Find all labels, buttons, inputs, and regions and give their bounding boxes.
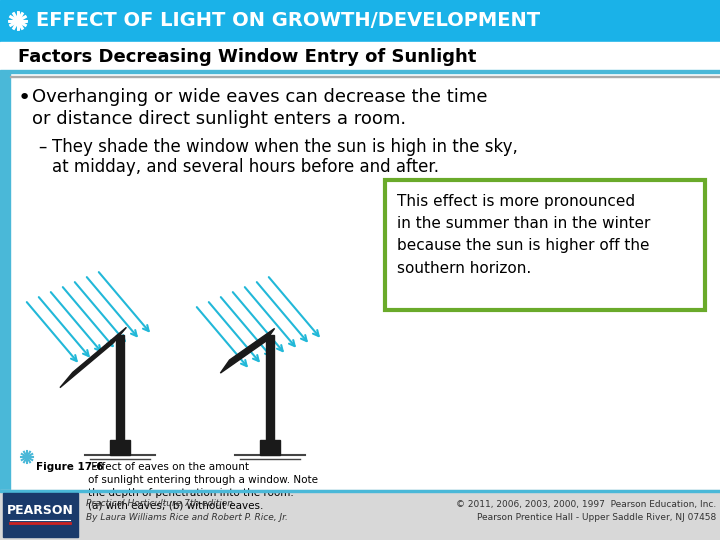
Bar <box>116 335 124 440</box>
Text: or distance direct sunlight enters a room.: or distance direct sunlight enters a roo… <box>32 110 406 128</box>
Text: at midday, and several hours before and after.: at midday, and several hours before and … <box>52 158 439 176</box>
Text: Pearson Prentice Hall - Upper Saddle River, NJ 07458: Pearson Prentice Hall - Upper Saddle Riv… <box>477 514 716 523</box>
Bar <box>10 76 720 77</box>
Text: © 2011, 2006, 2003, 2000, 1997  Pearson Education, Inc.: © 2011, 2006, 2003, 2000, 1997 Pearson E… <box>456 500 716 509</box>
Bar <box>0 490 720 492</box>
Bar <box>0 70 720 73</box>
Polygon shape <box>220 328 274 373</box>
Text: Practical Horticulture 7th edition: Practical Horticulture 7th edition <box>86 500 233 509</box>
Text: –: – <box>38 138 46 156</box>
Bar <box>110 440 130 455</box>
Bar <box>0 490 720 540</box>
FancyBboxPatch shape <box>385 180 705 310</box>
Text: Overhanging or wide eaves can decrease the time: Overhanging or wide eaves can decrease t… <box>32 88 487 106</box>
Text: Effect of eaves on the amount
of sunlight entering through a window. Note
the de: Effect of eaves on the amount of sunligh… <box>88 462 318 510</box>
Text: PEARSON: PEARSON <box>6 503 73 516</box>
Bar <box>260 440 280 455</box>
Text: This effect is more pronounced
in the summer than in the winter
because the sun : This effect is more pronounced in the su… <box>397 194 650 275</box>
Polygon shape <box>60 327 127 388</box>
Text: Figure 17-6: Figure 17-6 <box>36 462 104 472</box>
Text: •: • <box>18 88 31 108</box>
Bar <box>0 42 720 72</box>
Text: They shade the window when the sun is high in the sky,: They shade the window when the sun is hi… <box>52 138 518 156</box>
Bar <box>0 72 10 490</box>
Bar <box>266 335 274 440</box>
Text: EFFECT OF LIGHT ON GROWTH/DEVELOPMENT: EFFECT OF LIGHT ON GROWTH/DEVELOPMENT <box>36 11 540 30</box>
Text: By Laura Williams Rice and Robert P. Rice, Jr.: By Laura Williams Rice and Robert P. Ric… <box>86 514 288 523</box>
Text: Factors Decreasing Window Entry of Sunlight: Factors Decreasing Window Entry of Sunli… <box>18 48 477 66</box>
Bar <box>3 493 78 537</box>
Bar <box>0 0 720 42</box>
